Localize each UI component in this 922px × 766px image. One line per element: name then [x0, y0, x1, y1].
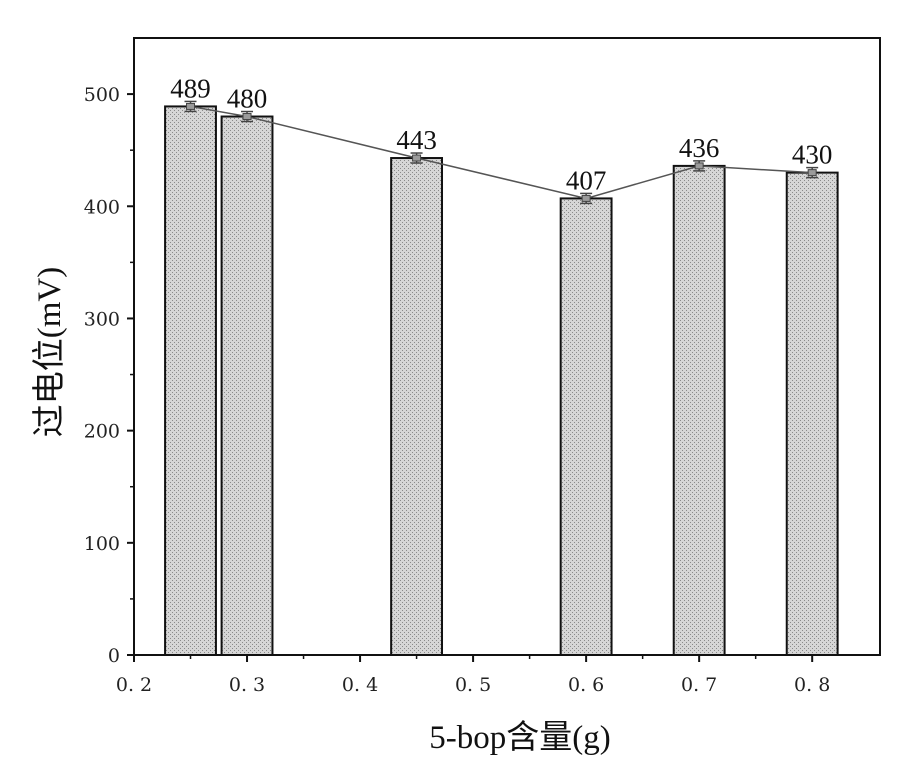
- bar: [390, 157, 444, 656]
- data-point-marker: [186, 102, 196, 110]
- series-line: [190, 105, 813, 200]
- x-tick-label: 0. 3: [229, 674, 265, 696]
- bar: [164, 105, 217, 656]
- y-axis-title: 过电位(mV): [31, 267, 68, 437]
- x-axis: 0. 2 0. 3 0. 4 0. 5 0. 6 0. 7 0. 8: [116, 655, 830, 696]
- data-label: 430: [792, 140, 833, 170]
- x-tick-label: 0. 8: [794, 674, 830, 696]
- trend-line-layer: [184, 100, 819, 205]
- data-label: 407: [566, 165, 607, 195]
- data-point-marker: [242, 113, 252, 121]
- data-point-marker: [581, 194, 591, 202]
- data-point-marker: [412, 154, 422, 162]
- bar: [672, 164, 726, 656]
- y-tick-label: 200: [84, 421, 120, 443]
- y-axis: 0 100 200 300 400 500: [84, 84, 134, 667]
- y-tick-label: 0: [108, 645, 120, 667]
- y-tick-label: 400: [84, 196, 120, 218]
- x-tick-label: 0. 5: [455, 674, 491, 696]
- data-labels-layer: 489 480 443 407 436 430: [170, 73, 832, 195]
- bars-layer: [164, 105, 839, 656]
- y-tick-label: 100: [84, 533, 120, 555]
- bar: [220, 115, 274, 656]
- x-axis-title: 5-bop含量(g): [429, 719, 610, 756]
- data-label: 489: [170, 73, 211, 103]
- y-tick-label: 500: [84, 84, 120, 106]
- data-label: 443: [396, 125, 437, 155]
- data-point-marker: [807, 169, 817, 177]
- plot-frame: [133, 37, 881, 656]
- x-tick-label: 0. 4: [342, 674, 378, 696]
- x-tick-label: 0. 2: [116, 674, 152, 696]
- data-point-marker: [694, 162, 704, 170]
- y-tick-label: 300: [84, 308, 120, 330]
- data-label: 436: [679, 133, 720, 163]
- x-tick-label: 0. 6: [568, 674, 604, 696]
- x-tick-label: 0. 7: [681, 674, 717, 696]
- bar: [785, 171, 839, 656]
- data-label: 480: [227, 84, 268, 114]
- bar: [559, 197, 613, 656]
